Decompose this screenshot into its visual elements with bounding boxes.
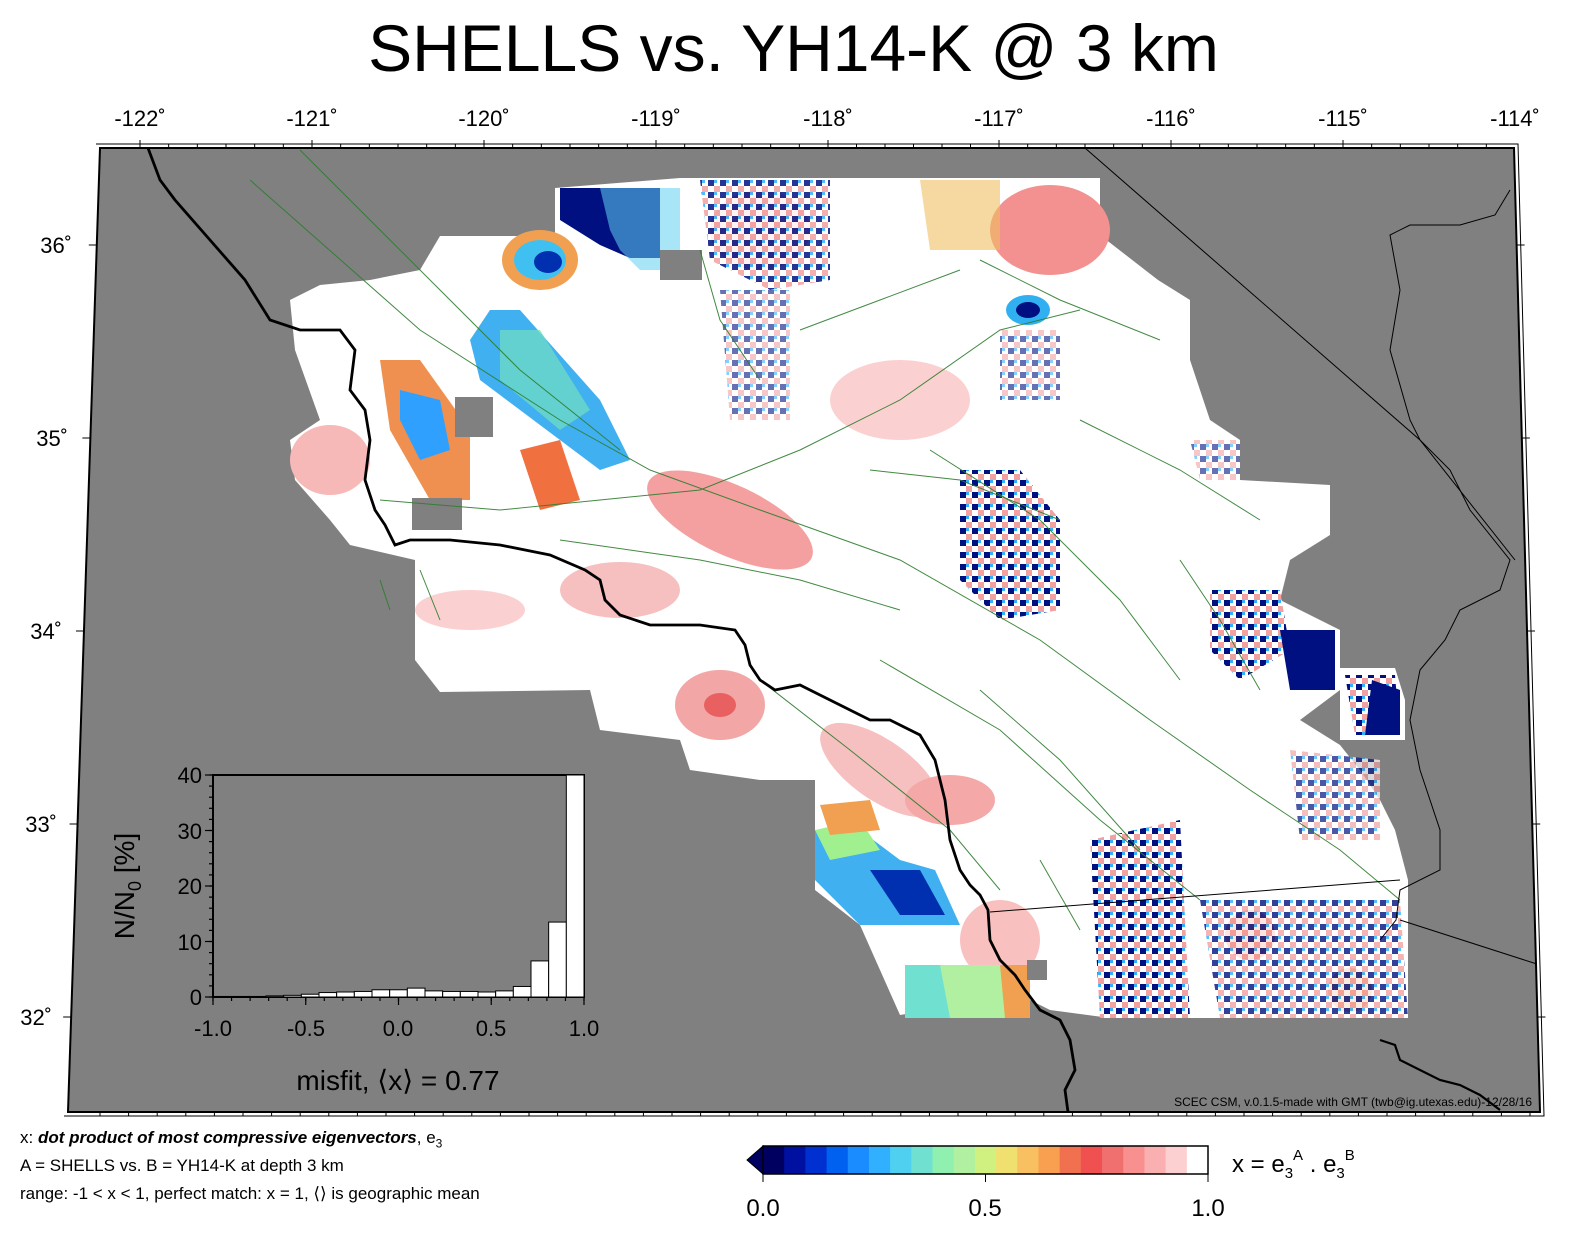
colorbar-cell <box>784 1146 806 1174</box>
colorbar: 0.0 0.5 1.0 x = e3A . e3B <box>746 1144 1355 1222</box>
histogram-ytick: 40 <box>178 763 202 788</box>
histogram-bar <box>230 995 249 998</box>
lon-label: -114˚ <box>1490 106 1540 131</box>
histogram-xtick: 0.5 <box>476 1016 507 1041</box>
footer-line-2: A = SHELLS vs. B = YH14-K at depth 3 km <box>20 1156 344 1175</box>
histogram-ytick: 0 <box>190 985 202 1010</box>
lon-label: -120˚ <box>458 106 509 131</box>
histogram-ytick: 20 <box>178 874 202 899</box>
histogram-bars <box>212 774 585 998</box>
colorbar-cell <box>996 1146 1018 1174</box>
colorbar-cell <box>1080 1146 1103 1174</box>
lon-label: -115˚ <box>1318 106 1368 131</box>
colorbar-cell <box>953 1146 976 1174</box>
histogram-bar <box>300 993 320 998</box>
histogram-bar <box>283 994 302 998</box>
lon-label: -117˚ <box>974 106 1024 131</box>
histogram-bar <box>442 990 461 998</box>
frame-ticks <box>63 140 1546 1116</box>
map-frame <box>66 147 1542 1113</box>
lon-label: -122˚ <box>114 106 165 131</box>
histogram-bar <box>336 991 355 998</box>
colorbar-tick: 1.0 <box>1191 1195 1224 1222</box>
histogram-xtick: -1.0 <box>194 1016 232 1041</box>
colorbar-cell <box>1186 1146 1209 1174</box>
colorbar-cell <box>1038 1146 1061 1174</box>
lat-label: 36˚ <box>40 233 72 258</box>
histogram-bar <box>212 995 232 998</box>
colorbar-cell <box>1102 1146 1124 1174</box>
histogram-xtick: -0.5 <box>287 1016 325 1041</box>
histogram-bar <box>495 990 514 998</box>
colorbar-cell <box>1144 1146 1167 1174</box>
colorbar-cell <box>847 1146 870 1174</box>
lon-label: -119˚ <box>631 106 681 131</box>
lat-label: 32˚ <box>20 1005 52 1030</box>
state-borders <box>989 148 1540 966</box>
map-title: SHELLS vs. YH14-K @ 3 km <box>368 11 1219 85</box>
colorbar-cell <box>911 1146 934 1174</box>
histogram-ytick: 30 <box>178 819 202 844</box>
histogram-xlabel: misfit, ⟨x⟩ = 0.77 <box>296 1065 499 1096</box>
colorbar-cells <box>763 1146 1209 1174</box>
histogram-xtick: 1.0 <box>569 1016 600 1041</box>
lat-label: 34˚ <box>30 619 62 644</box>
histogram-bar <box>247 995 267 998</box>
histogram-bar <box>477 991 497 998</box>
histogram-bar <box>389 989 408 998</box>
histogram-bar <box>318 992 338 998</box>
footer-line-1: x: dot product of most compressive eigen… <box>20 1128 443 1151</box>
fault-traces <box>249 149 1401 931</box>
colorbar-cell <box>1165 1146 1188 1174</box>
colorbar-cell <box>890 1146 912 1174</box>
lon-label: -116˚ <box>1146 106 1196 131</box>
coastline <box>146 148 1077 1112</box>
colorbar-cell <box>1123 1146 1145 1174</box>
map-frame-inner <box>64 143 1545 1117</box>
histogram-bar <box>406 987 426 998</box>
misfit-field <box>290 178 1408 1018</box>
baja-gulf-coast <box>1379 1038 1501 1111</box>
colorbar-under-triangle <box>746 1144 764 1176</box>
lon-label: -121˚ <box>286 106 337 131</box>
histogram-bar <box>371 989 391 998</box>
footer-line-3: range: -1 < x < 1, perfect match: x = 1,… <box>20 1184 480 1203</box>
colorbar-label: x = e3A . e3B <box>1232 1147 1355 1182</box>
map-credit: SCEC CSM, v.0.1.5-made with GMT (twb@ig.… <box>1174 1095 1532 1109</box>
histogram-ylabel: N/N0 [%] <box>109 833 145 939</box>
misfit-histogram: 0 10 20 30 40 -1.0 -0.5 0.0 0.5 1.0 misf… <box>109 763 599 1096</box>
histogram-bar <box>459 990 479 998</box>
histogram-ytick: 10 <box>178 930 202 955</box>
colorbar-cell <box>805 1146 828 1174</box>
colorbar-cell <box>826 1146 849 1174</box>
histogram-bar <box>353 990 373 998</box>
lon-label: -118˚ <box>803 106 853 131</box>
histogram-bar <box>530 960 550 998</box>
colorbar-cell <box>763 1146 785 1174</box>
histogram-bar <box>265 995 285 998</box>
histogram-bar <box>565 774 585 998</box>
histogram-xtick: 0.0 <box>383 1016 414 1041</box>
lat-label: 35˚ <box>36 426 68 451</box>
colorbar-tick: 0.0 <box>746 1195 779 1222</box>
lat-label: 33˚ <box>25 812 57 837</box>
colorbar-cell <box>1059 1146 1082 1174</box>
histogram-bar <box>424 990 444 998</box>
colorbar-cell <box>868 1146 891 1174</box>
histogram-ticks <box>205 774 585 1005</box>
colorbar-cell <box>932 1146 955 1174</box>
colorbar-cell <box>974 1146 997 1174</box>
colorbar-cell <box>1017 1146 1039 1174</box>
histogram-bar <box>512 985 532 998</box>
histogram-bar <box>548 921 567 998</box>
colorbar-tick: 0.5 <box>968 1195 1001 1222</box>
